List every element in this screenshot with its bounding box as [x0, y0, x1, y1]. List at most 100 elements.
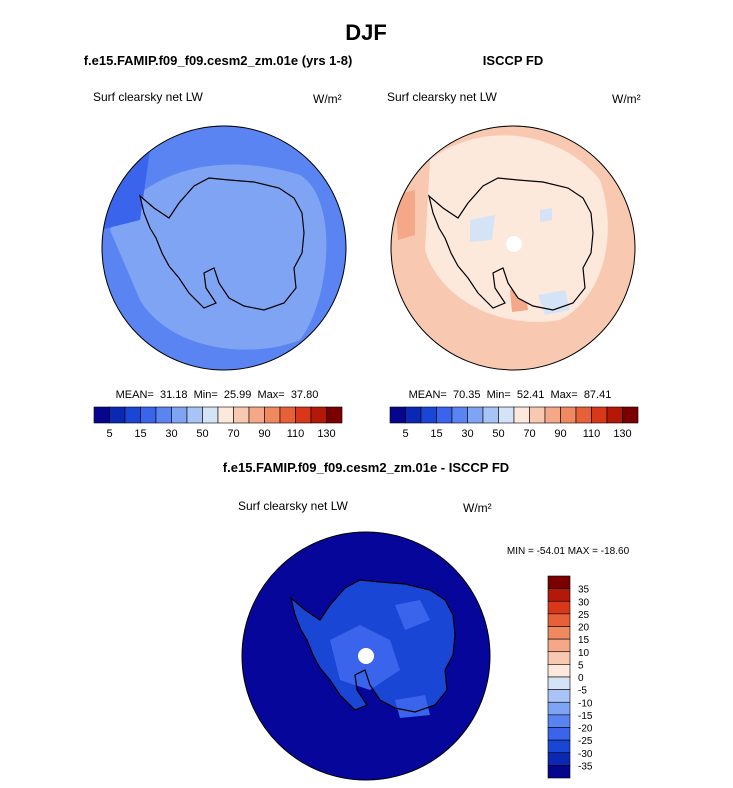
colorbar-label: 15: [430, 428, 442, 440]
panel-title: f.e15.FAMIP.f09_f09.cesm2_zm.01e - ISCCP…: [223, 460, 509, 475]
colorbar-box: [310, 406, 327, 424]
panel-label: Surf clearsky net LW: [387, 90, 497, 104]
colorbar-box: [547, 651, 571, 665]
colorbar-label: 10: [578, 648, 590, 659]
colorbar-label: 110: [583, 428, 601, 440]
panel-stats: MEAN= 70.35 Min= 52.41 Max= 87.41: [409, 389, 612, 401]
colorbar-label: 130: [317, 428, 335, 440]
colorbar-box: [547, 638, 571, 653]
colorbar-label: -10: [578, 698, 593, 709]
colorbar-label: 70: [227, 428, 239, 440]
panel-label: Surf clearsky net LW: [238, 499, 348, 513]
colorbar-label: 0: [578, 673, 584, 684]
colorbar-label: 35: [578, 585, 590, 596]
colorbar-box: [405, 406, 422, 424]
colorbar-label: 5: [578, 660, 584, 671]
colorbar: 5 15 30 50 70 90 110 130: [389, 406, 639, 440]
colorbar-box: [591, 406, 608, 424]
colorbar-box: [498, 406, 515, 424]
colorbar-label: 90: [554, 428, 566, 440]
colorbar-label: -15: [578, 711, 593, 722]
panel-units: W/m²: [463, 501, 492, 515]
colorbar-box: [482, 406, 499, 424]
colorbar-label: 110: [287, 428, 305, 440]
colorbar-box: [389, 406, 406, 424]
colorbar-box: [171, 406, 188, 424]
panel-title: ISCCP FD: [483, 53, 543, 68]
colorbar-label: 50: [196, 428, 208, 440]
colorbar: 5 15 30 50 70 90 110 130: [93, 406, 343, 440]
colorbar-box: [202, 406, 219, 424]
colorbar-label: -30: [578, 749, 593, 760]
colorbar-box: [547, 626, 571, 640]
map-border: [101, 125, 347, 371]
colorbar-box: [420, 406, 437, 424]
panel-label: Surf clearsky net LW: [93, 90, 203, 104]
colorbar-box: [295, 406, 312, 424]
colorbar-box: [547, 676, 571, 690]
colorbar-box: [547, 714, 571, 728]
colorbar-label: 30: [461, 428, 473, 440]
colorbar-box: [155, 406, 172, 424]
colorbar-label: 50: [492, 428, 504, 440]
colorbar-box: [529, 406, 546, 424]
colorbar-box: [467, 406, 484, 424]
colorbar-label: 30: [165, 428, 177, 440]
colorbar-box: [93, 406, 110, 424]
colorbar-label: 90: [258, 428, 270, 440]
map-border: [241, 531, 491, 781]
colorbar-label: 30: [578, 597, 590, 608]
colorbar-box: [547, 701, 571, 716]
colorbar-label: -20: [578, 724, 593, 735]
colorbar-box: [124, 406, 141, 424]
colorbar-box: [547, 765, 571, 779]
panel-title: f.e15.FAMIP.f09_f09.cesm2_zm.01e (yrs 1-…: [84, 53, 353, 68]
map-border: [390, 125, 636, 371]
colorbar-box: [547, 727, 571, 741]
colorbar-label: 5: [106, 428, 112, 440]
panel-units: W/m²: [313, 92, 342, 106]
colorbar-label: 130: [613, 428, 631, 440]
colorbar-box: [186, 406, 203, 424]
colorbar-box: [109, 406, 126, 424]
colorbar-box: [547, 739, 571, 754]
map: [242, 532, 490, 780]
colorbar-box: [547, 689, 571, 703]
colorbar-box: [233, 406, 250, 424]
colorbar-box: [513, 406, 530, 424]
colorbar-label: 25: [578, 610, 590, 621]
colorbar-label: 20: [578, 623, 590, 634]
colorbar-box: [606, 406, 623, 424]
panel-stats: MEAN= 31.18 Min= 25.99 Max= 37.80: [116, 389, 319, 401]
colorbar-box: [248, 406, 265, 424]
colorbar-label: -35: [578, 761, 593, 772]
colorbar-box: [575, 406, 592, 424]
colorbar-label: 15: [134, 428, 146, 440]
colorbar-label: 15: [578, 635, 590, 646]
colorbar-box: [140, 406, 157, 424]
figure-title: DJF: [345, 20, 387, 45]
map: [102, 126, 346, 370]
colorbar-box: [451, 406, 468, 424]
colorbar-box: [547, 752, 571, 766]
colorbar-label: 5: [402, 428, 408, 440]
colorbar-label: 70: [523, 428, 535, 440]
colorbar-label: -5: [578, 686, 587, 697]
colorbar-box: [547, 613, 571, 627]
colorbar-box: [544, 406, 561, 424]
panel-stats: MIN = -54.01 MAX = -18.60: [507, 546, 630, 557]
map: [391, 126, 635, 370]
colorbar-box: [560, 406, 577, 424]
colorbar-box: [279, 406, 296, 424]
colorbar-box: [326, 406, 343, 424]
colorbar-box: [622, 406, 639, 424]
colorbar-box: [264, 406, 281, 424]
colorbar-box: [547, 588, 571, 602]
colorbar-label: -25: [578, 736, 593, 747]
colorbar-box: [436, 406, 453, 424]
colorbar-box: [547, 600, 571, 615]
colorbar-box: [547, 664, 571, 678]
colorbar-box: [217, 406, 234, 424]
